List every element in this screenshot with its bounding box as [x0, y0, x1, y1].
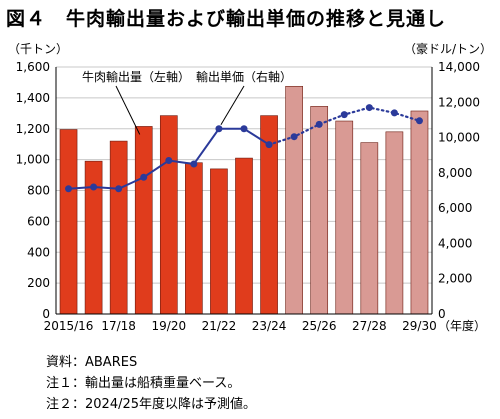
- unit-price-point: [290, 133, 298, 141]
- left-tick-label: 1,200: [16, 122, 50, 136]
- x-tick-label: 2015/16: [44, 319, 94, 333]
- unit-price-point: [240, 125, 248, 133]
- actual-bar: [159, 115, 178, 315]
- unit-price-point: [390, 109, 398, 117]
- x-tick-label: 21/22: [202, 319, 237, 333]
- left-tick-label: 600: [27, 214, 50, 228]
- unit-price-point: [165, 157, 173, 165]
- left-tick-label: 1,600: [16, 60, 50, 74]
- forecast-bar: [335, 120, 354, 315]
- forecast-bar: [285, 85, 303, 315]
- right-tick-label: 4,000: [438, 236, 472, 250]
- unit-price-point: [315, 120, 323, 128]
- note-source: 資料：ABARES: [46, 355, 138, 370]
- line-label-leader: [220, 85, 245, 126]
- unit-price-point: [265, 141, 273, 149]
- x-tick-label: 27/28: [352, 319, 387, 333]
- x-tick-label: 23/24: [252, 319, 287, 333]
- left-tick-label: 0: [42, 307, 50, 321]
- unit-price-point: [90, 183, 98, 191]
- actual-bar: [59, 129, 78, 315]
- unit-price-point: [415, 117, 423, 125]
- right-tick-label: 8,000: [438, 166, 472, 180]
- right-tick-label: 0: [438, 307, 446, 321]
- actual-bar: [235, 157, 253, 315]
- right-tick-label: 6,000: [438, 201, 472, 215]
- actual-bar: [134, 126, 153, 315]
- line-series-label: 輸出単価（右軸）: [196, 69, 292, 84]
- left-axis-unit: （千トン）: [8, 42, 69, 56]
- right-tick-label: 2,000: [438, 272, 472, 286]
- left-tick-label: 800: [27, 184, 50, 198]
- actual-bar: [210, 168, 228, 315]
- x-tick-label: 25/26: [302, 319, 337, 333]
- right-tick-label: 10,000: [438, 131, 480, 145]
- notes: 資料：ABARES 注１：輸出量は船積重量ベース。 注２：2024/25年度以降…: [46, 352, 256, 415]
- right-tick-label: 14,000: [438, 60, 480, 74]
- note-2: 注２：2024/25年度以降は予測値。: [46, 397, 257, 412]
- note-1: 注１：輸出量は船積重量ベース。: [46, 376, 241, 391]
- unit-price-point: [140, 173, 148, 181]
- unit-price-point: [340, 111, 348, 119]
- left-tick-label: 200: [27, 276, 50, 290]
- forecast-bar: [385, 131, 404, 315]
- unit-price-point: [215, 125, 223, 133]
- left-tick-label: 1,000: [16, 153, 50, 167]
- x-tick-label: 29/30: [402, 319, 437, 333]
- unit-price-point: [65, 185, 73, 193]
- forecast-bar: [310, 106, 329, 315]
- actual-bar: [109, 140, 128, 315]
- actual-bar: [185, 162, 203, 315]
- bar-label-leader: [115, 85, 141, 135]
- unit-price-point: [115, 185, 123, 193]
- left-tick-label: 1,400: [16, 91, 50, 105]
- unit-price-point: [190, 160, 198, 168]
- right-axis-unit: （豪ドル/トン）: [403, 42, 492, 56]
- left-tick-label: 400: [27, 245, 50, 259]
- bar-series-label: 牛肉輸出量（左軸）: [82, 69, 190, 84]
- forecast-bar: [360, 142, 379, 315]
- chart-title: 図４ 牛肉輸出量および輸出単価の推移と見通し: [6, 8, 447, 30]
- unit-price-point: [365, 104, 373, 112]
- x-axis-suffix: （年度）: [438, 318, 486, 333]
- combo-chart: 0 200 400 600 800 1,000 1,200 1,400 1,600 0 2,000 4…: [16, 60, 486, 333]
- right-tick-label: 12,000: [438, 95, 480, 109]
- x-tick-label: 19/20: [152, 319, 187, 333]
- x-tick-label: 17/18: [101, 319, 136, 333]
- forecast-bar: [410, 110, 429, 315]
